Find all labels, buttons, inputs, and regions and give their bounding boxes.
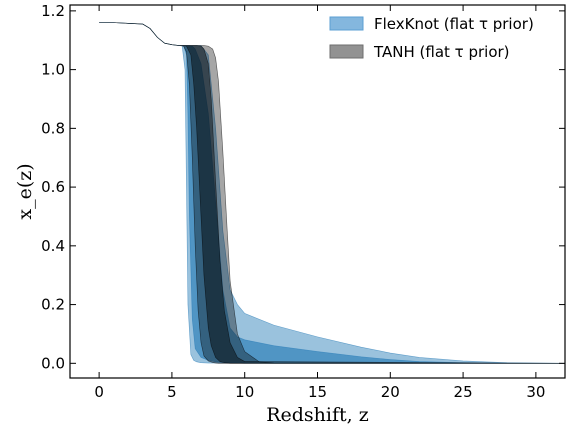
x-tick-label: 5 xyxy=(167,383,177,401)
x-tick-label: 20 xyxy=(381,383,400,401)
band-tanh-2 xyxy=(99,22,565,364)
band-flexknot-2 xyxy=(99,22,565,364)
x-axis-label: Redshift, z xyxy=(266,404,369,426)
legend-label-tanh: TANH (flat τ prior) xyxy=(373,43,510,61)
x-tick-label: 10 xyxy=(235,383,254,401)
x-tick-label: 25 xyxy=(454,383,473,401)
y-tick-label: 0.4 xyxy=(41,237,65,255)
axes: 0 5 10 15 20 25 30 0.0 0.2 0.4 0.6 0.8 1.0 1.2 xyxy=(41,2,566,401)
y-tick-label: 0.6 xyxy=(41,178,65,196)
band-tanh-1 xyxy=(99,22,565,364)
y-tick-label: 1.0 xyxy=(41,61,65,79)
y-tick-label: 1.2 xyxy=(41,2,65,20)
legend-swatch-tanh xyxy=(329,44,364,59)
legend: FlexKnot (flat τ prior) TANH (flat τ prio… xyxy=(329,15,534,61)
legend-swatch-flexknot xyxy=(329,16,364,31)
x-tick-label: 0 xyxy=(94,383,104,401)
band-flexknot-1 xyxy=(99,22,565,364)
y-tick-label: 0.2 xyxy=(41,296,65,314)
y-tick-label: 0.8 xyxy=(41,119,65,137)
x-tick-label: 15 xyxy=(308,383,327,401)
legend-label-flexknot: FlexKnot (flat τ prior) xyxy=(374,15,534,33)
x-tick-label: 30 xyxy=(526,383,545,401)
confidence-bands xyxy=(99,22,565,364)
y-tick-label: 0.0 xyxy=(41,354,65,372)
y-axis-label: x_e(z) xyxy=(14,163,36,219)
